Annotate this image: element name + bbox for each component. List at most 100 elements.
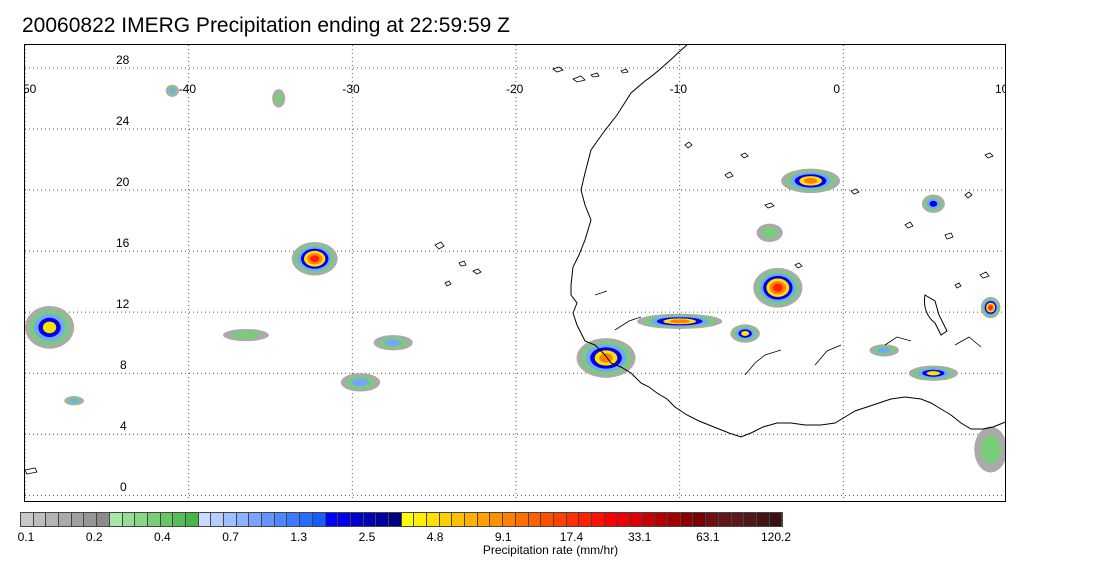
colorbar (20, 512, 784, 527)
lat-tick-label: 24 (116, 113, 130, 128)
colorbar-swatch (325, 513, 339, 526)
precip-contour (69, 398, 79, 403)
colorbar-swatch (553, 513, 567, 526)
colorbar-swatch (706, 513, 719, 526)
colorbar-swatch (287, 513, 301, 526)
colorbar-swatch (249, 513, 263, 526)
river-lines (594, 290, 982, 376)
precip-cell (869, 344, 899, 357)
precip-contour (232, 331, 260, 339)
colorbar-swatch (604, 513, 618, 526)
precip-contour (803, 178, 818, 184)
colorbar-tick-label: 0.7 (222, 530, 239, 544)
lat-tick-label: 4 (120, 419, 127, 434)
precip-cell (921, 194, 945, 213)
colorbar-swatch (21, 513, 34, 526)
colorbar-swatch (503, 513, 516, 526)
colorbar-swatch (338, 513, 351, 526)
precip-contour (772, 283, 783, 292)
colorbar-swatch (668, 513, 681, 526)
precip-cell (340, 373, 381, 392)
precip-cell (223, 328, 269, 342)
colorbar-swatch (427, 513, 440, 526)
colorbar-swatch (122, 513, 136, 526)
colorbar-swatch (135, 513, 148, 526)
colorbar-swatch (579, 513, 592, 526)
precip-cell (756, 223, 783, 242)
colorbar-swatch (312, 513, 326, 526)
colorbar-swatch (71, 513, 85, 526)
lake-outline (924, 294, 948, 336)
colorbar-swatch (477, 513, 491, 526)
colorbar-swatch (185, 513, 199, 526)
precip-cell (637, 313, 723, 329)
lon-tick-label: 0 (833, 82, 841, 96)
coastlines (25, 45, 1005, 475)
precip-contour (926, 371, 941, 376)
africa-coastline (570, 45, 1005, 438)
colorbar-swatch (693, 513, 707, 526)
precip-cell (753, 267, 803, 308)
colorbar-tick-label: 0.1 (17, 530, 35, 544)
colorbar-tick-label: 1.3 (290, 530, 308, 544)
precip-contour (988, 305, 993, 310)
colorbar-swatch (388, 513, 402, 526)
precip-cell (272, 89, 286, 108)
colorbar-tick-label: 9.1 (494, 530, 512, 544)
colorbar-swatch (236, 513, 250, 526)
precip-contour (599, 353, 613, 363)
colorbar-swatch (731, 513, 745, 526)
colorbar-swatch (769, 513, 783, 526)
colorbar-swatch (655, 513, 669, 526)
colorbar-swatch (300, 513, 313, 526)
colorbar-swatch (33, 513, 47, 526)
colorbar-swatch (173, 513, 186, 526)
precip-contour (669, 319, 690, 324)
colorbar-tick-label: 0.2 (85, 530, 103, 544)
precip-cell (25, 306, 75, 349)
map-panel: -50 -40 -30 -20 -10 0 10 0 4 8 12 16 20 24 28 (24, 44, 1006, 502)
colorbar-swatch (198, 513, 212, 526)
lon-tick-label: -40 (178, 82, 196, 96)
colorbar-swatch (680, 513, 694, 526)
lon-tick-label: 10 (995, 82, 1005, 96)
lat-tick-label: 16 (116, 236, 130, 251)
colorbar-swatch (109, 513, 123, 526)
small-lake-outlines (684, 141, 994, 289)
colorbar-swatch (439, 513, 453, 526)
colorbar-swatch (490, 513, 504, 526)
precip-cell (730, 324, 760, 343)
precip-cell (908, 365, 958, 381)
precipitation-field (25, 84, 1005, 473)
colorbar-swatch (363, 513, 377, 526)
precip-cell (165, 84, 179, 97)
lat-tick-label: 8 (120, 358, 127, 373)
precip-contour (877, 347, 891, 353)
precip-contour (352, 378, 369, 387)
colorbar-swatch (642, 513, 656, 526)
colorbar-tick-label: 17.4 (559, 530, 584, 544)
island-outlines (25, 66, 629, 475)
colorbar-swatch (274, 513, 288, 526)
colorbar-swatch (262, 513, 275, 526)
map-canvas (25, 45, 1005, 501)
colorbar-swatch (744, 513, 757, 526)
lon-tick-label: -30 (342, 82, 360, 96)
colorbar-swatch (718, 513, 732, 526)
colorbar-swatch (515, 513, 529, 526)
colorbar-swatch (147, 513, 161, 526)
colorbar-swatch (452, 513, 466, 526)
gridlines (25, 45, 1005, 501)
precip-contour (761, 227, 778, 239)
precip-contour (384, 339, 402, 346)
colorbar-swatch (541, 513, 554, 526)
colorbar-swatch (591, 513, 605, 526)
colorbar-swatch (59, 513, 72, 526)
colorbar-swatch (211, 513, 224, 526)
precip-cell (576, 338, 636, 378)
lon-tick-label: -10 (669, 82, 687, 96)
precip-cell (373, 335, 413, 351)
colorbar-swatch (84, 513, 98, 526)
colorbar-swatch (224, 513, 237, 526)
colorbar-title: Precipitation rate (mm/hr) (482, 543, 619, 557)
